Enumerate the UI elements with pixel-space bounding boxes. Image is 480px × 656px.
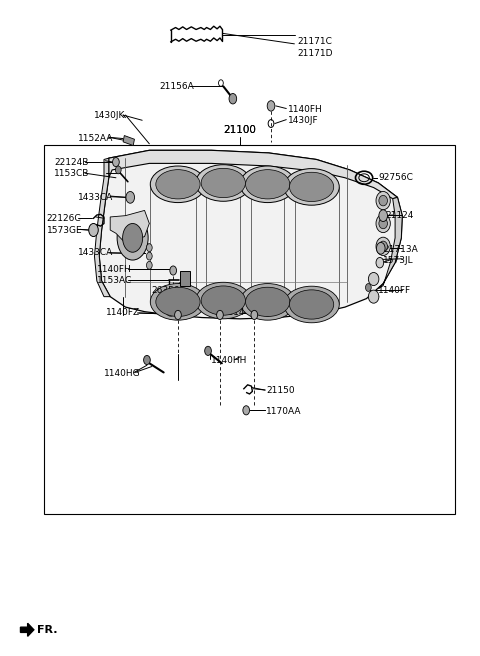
Polygon shape bbox=[95, 158, 110, 297]
Ellipse shape bbox=[368, 272, 379, 285]
Text: 1433CA: 1433CA bbox=[78, 249, 113, 257]
Circle shape bbox=[146, 252, 152, 260]
Ellipse shape bbox=[196, 282, 251, 319]
Ellipse shape bbox=[376, 237, 390, 255]
Ellipse shape bbox=[379, 218, 387, 229]
Ellipse shape bbox=[246, 287, 290, 316]
Circle shape bbox=[229, 94, 237, 104]
Text: 1430JK: 1430JK bbox=[95, 112, 126, 120]
Circle shape bbox=[89, 224, 98, 237]
Circle shape bbox=[267, 100, 275, 111]
Text: 21124: 21124 bbox=[385, 211, 414, 220]
Text: 1170AA: 1170AA bbox=[266, 407, 302, 416]
Text: 21100: 21100 bbox=[224, 125, 256, 135]
Polygon shape bbox=[110, 211, 149, 243]
Text: 21171D: 21171D bbox=[297, 49, 333, 58]
Circle shape bbox=[365, 283, 371, 291]
Circle shape bbox=[379, 210, 387, 222]
Circle shape bbox=[126, 192, 134, 203]
Ellipse shape bbox=[240, 166, 295, 203]
Ellipse shape bbox=[376, 192, 390, 210]
Bar bbox=[180, 271, 190, 285]
Text: 1430JF: 1430JF bbox=[288, 115, 318, 125]
Ellipse shape bbox=[289, 173, 334, 201]
Ellipse shape bbox=[289, 290, 334, 319]
Circle shape bbox=[175, 310, 181, 319]
Text: 21156A: 21156A bbox=[159, 82, 193, 91]
Ellipse shape bbox=[240, 283, 295, 320]
Text: 1152AA: 1152AA bbox=[78, 134, 113, 143]
Text: 21100: 21100 bbox=[224, 125, 256, 135]
Text: 1433CA: 1433CA bbox=[78, 193, 113, 202]
Circle shape bbox=[165, 300, 177, 316]
Text: 1153CB: 1153CB bbox=[54, 169, 89, 178]
Text: 22126C: 22126C bbox=[47, 215, 81, 224]
Text: 21150: 21150 bbox=[266, 386, 295, 394]
Bar bbox=[44, 145, 455, 514]
Circle shape bbox=[116, 166, 121, 174]
Text: 22124B: 22124B bbox=[54, 157, 88, 167]
Circle shape bbox=[146, 244, 152, 251]
Ellipse shape bbox=[156, 287, 200, 316]
Circle shape bbox=[251, 310, 258, 319]
Ellipse shape bbox=[284, 169, 339, 205]
Ellipse shape bbox=[117, 216, 148, 260]
Polygon shape bbox=[21, 623, 34, 636]
Circle shape bbox=[146, 261, 152, 269]
Ellipse shape bbox=[150, 166, 205, 203]
Bar bbox=[123, 136, 134, 146]
Text: 1140FZ: 1140FZ bbox=[107, 308, 141, 318]
Text: 92756C: 92756C bbox=[378, 173, 413, 182]
Ellipse shape bbox=[150, 283, 205, 320]
Circle shape bbox=[113, 157, 119, 167]
Text: 26350: 26350 bbox=[152, 286, 180, 295]
Text: 1573GE: 1573GE bbox=[47, 226, 83, 234]
Text: 21171C: 21171C bbox=[297, 37, 332, 47]
Text: 1140FH: 1140FH bbox=[97, 265, 132, 274]
Ellipse shape bbox=[122, 224, 143, 252]
Circle shape bbox=[144, 356, 150, 365]
Ellipse shape bbox=[196, 165, 251, 201]
Circle shape bbox=[170, 266, 177, 275]
Text: 1573JL: 1573JL bbox=[383, 256, 414, 264]
Circle shape bbox=[214, 300, 226, 316]
Circle shape bbox=[376, 243, 385, 254]
Ellipse shape bbox=[246, 170, 290, 199]
Ellipse shape bbox=[201, 286, 245, 315]
Circle shape bbox=[376, 257, 384, 268]
Polygon shape bbox=[99, 150, 402, 319]
Ellipse shape bbox=[201, 169, 245, 197]
Ellipse shape bbox=[284, 286, 339, 323]
Circle shape bbox=[204, 346, 211, 356]
Ellipse shape bbox=[368, 290, 379, 303]
Ellipse shape bbox=[156, 170, 200, 199]
Circle shape bbox=[243, 405, 250, 415]
Text: 1153AC: 1153AC bbox=[97, 276, 132, 285]
Text: 1140FH: 1140FH bbox=[288, 105, 323, 113]
Circle shape bbox=[262, 300, 274, 316]
Polygon shape bbox=[378, 197, 402, 289]
Ellipse shape bbox=[379, 241, 387, 251]
Text: FR.: FR. bbox=[37, 625, 58, 635]
Text: 21114: 21114 bbox=[216, 308, 245, 318]
Text: 1140HG: 1140HG bbox=[104, 369, 141, 379]
Text: 21713A: 21713A bbox=[383, 245, 418, 254]
Polygon shape bbox=[109, 150, 397, 199]
Text: 1140HH: 1140HH bbox=[211, 356, 248, 365]
Ellipse shape bbox=[379, 195, 387, 206]
Text: 1140FF: 1140FF bbox=[378, 286, 411, 295]
Ellipse shape bbox=[376, 215, 390, 233]
Circle shape bbox=[216, 310, 223, 319]
